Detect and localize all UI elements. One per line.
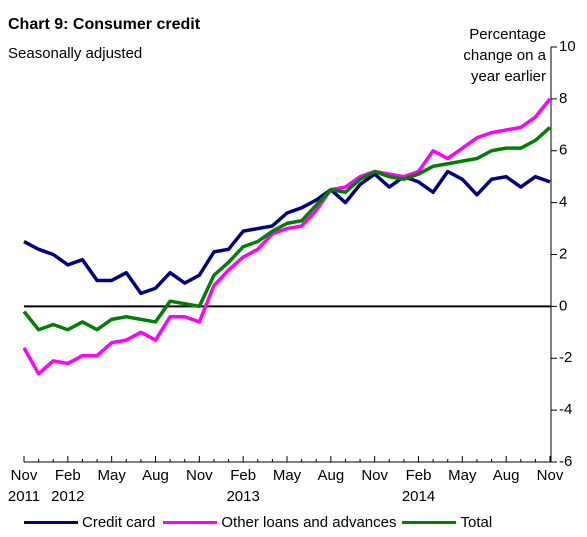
legend-item: Other loans and advances [163,514,396,531]
series-line [23,169,551,296]
legend-label: Total [460,514,493,531]
y-tick-label: 6 [559,142,567,159]
legend-item: Total [402,514,492,531]
y-axis-label: Percentage change on a year earlier [463,26,546,85]
legend-item: Credit card [24,514,155,531]
series-line [22,126,552,332]
x-tick-label: May [97,467,126,484]
x-tick-label: Aug [142,467,169,484]
series-line [22,97,552,376]
x-tick-label: Nov [536,467,564,484]
y-tick-label: 4 [559,194,567,211]
y-tick-label: -4 [559,401,572,418]
x-tick-label: May [272,467,302,484]
y-tick-label: 10 [559,38,576,55]
x-tick-label: Feb 2014 [401,467,436,505]
y-tick-label: 2 [559,245,567,262]
legend-label: Other loans and advances [221,514,397,531]
y-tick-label: -6 [559,453,572,470]
x-tick-label: Feb 2013 [226,467,260,505]
legend-swatch [163,521,218,524]
x-tick-label: Nov 2011 [7,467,41,505]
x-tick-label: Feb 2012 [51,467,85,505]
legend-label: Credit card [82,514,156,531]
legend-swatch [402,521,457,524]
y-tick-label: 0 [559,297,567,314]
legend: Credit card Other loans and advances Total [24,514,498,531]
x-tick-label: May [448,467,477,484]
chart-subtitle: Seasonally adjusted [8,45,143,62]
x-tick-label: Aug [492,467,520,484]
legend-swatch [24,521,78,524]
y-tick-label: -2 [559,349,572,366]
x-tick-label: Nov [361,467,388,484]
y-tick-label: 8 [559,90,567,107]
x-tick-label: Nov [185,467,213,484]
x-tick-label: Aug [317,467,345,484]
chart-title: Chart 9: Consumer credit [8,16,201,33]
